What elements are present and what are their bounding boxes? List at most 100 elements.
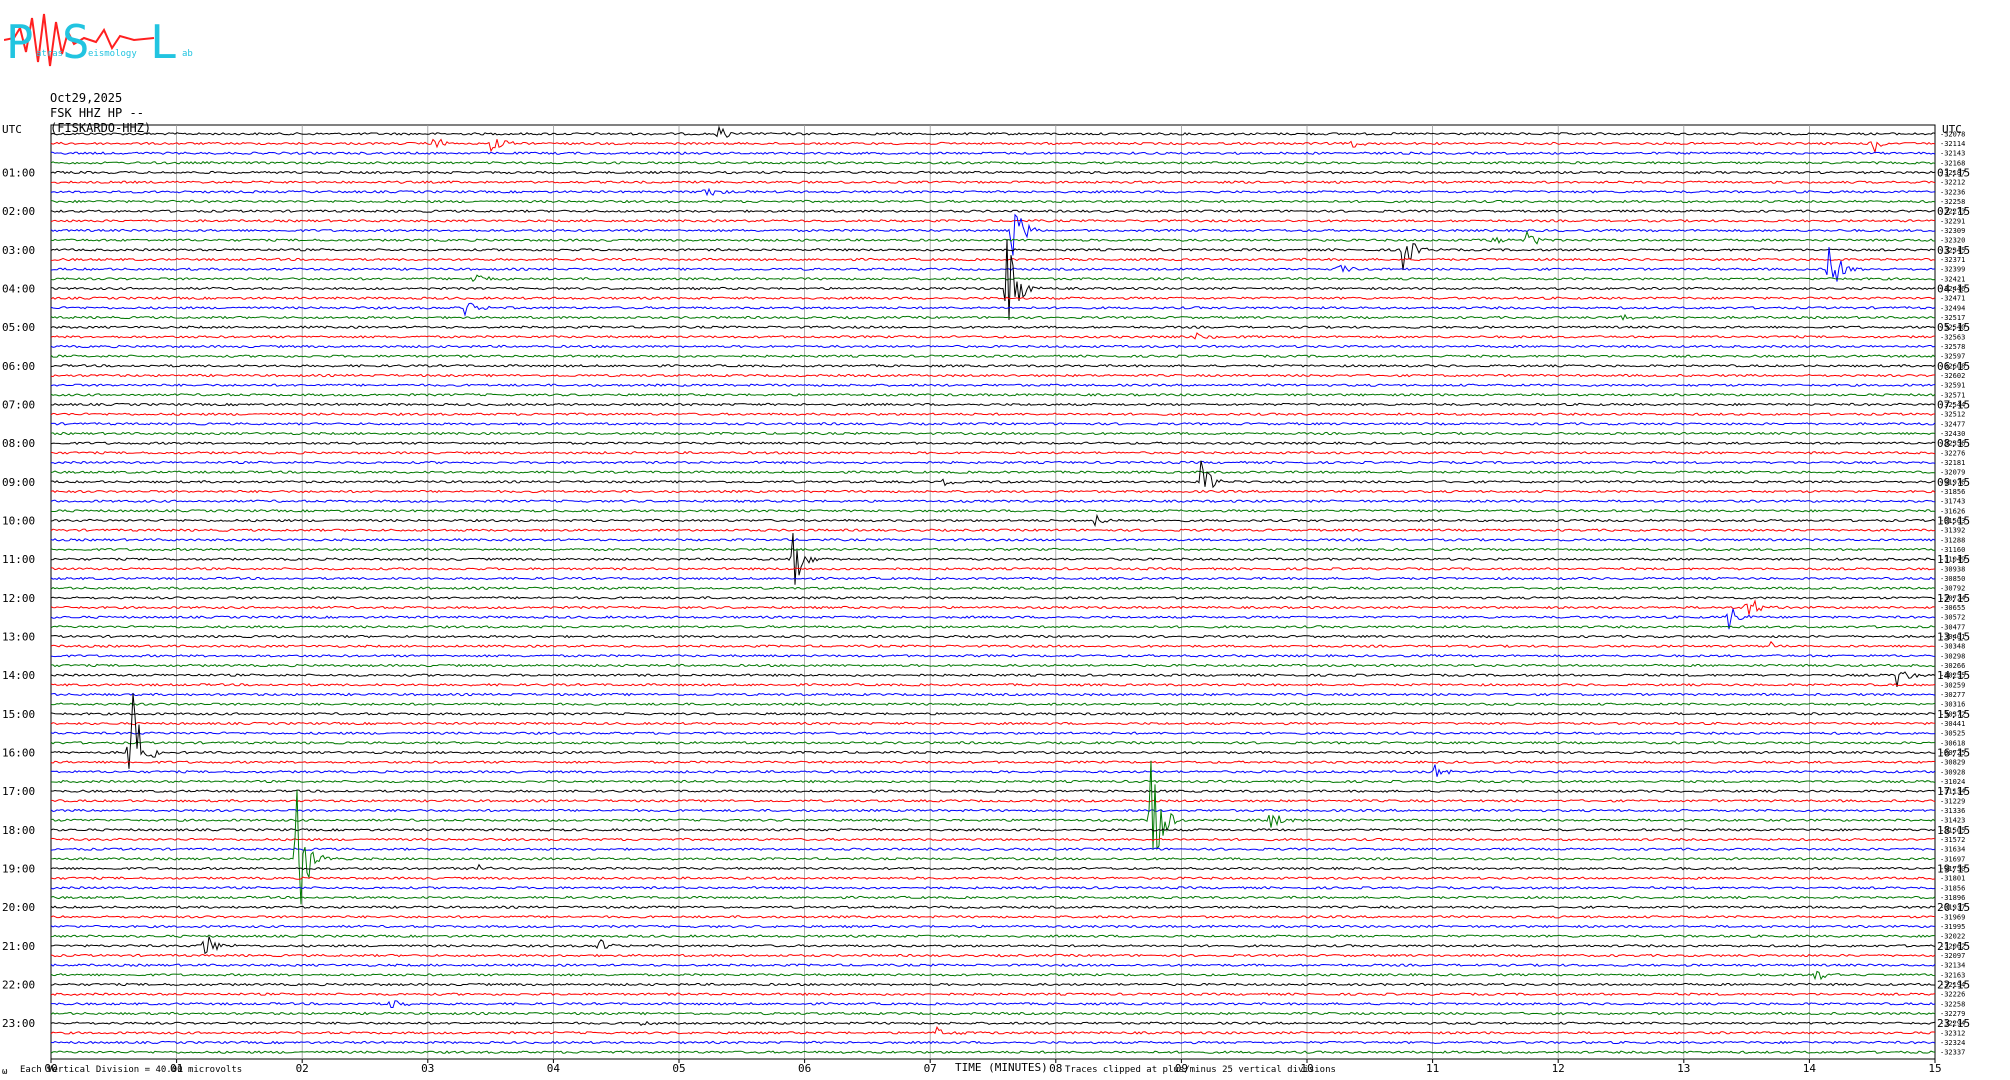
trace-offset-label: -32320 [1940, 237, 1965, 245]
psl-logo: P atras S eismology L ab [4, 13, 193, 69]
trace-offset-label: -32187 [1940, 169, 1965, 177]
seismic-trace-row [50, 760, 1936, 765]
seismic-trace-row [50, 863, 1936, 871]
x-tick-label: 08 [1049, 1062, 1062, 1075]
trace-offset-label: -32544 [1940, 401, 1965, 409]
seismic-trace-row [50, 905, 1936, 910]
seismic-trace-row [50, 199, 1936, 204]
trace-offset-label: -32212 [1940, 179, 1965, 187]
seismic-trace-row [50, 1011, 1936, 1016]
seismic-trace-row [50, 683, 1936, 687]
trace-offset-label: -32337 [1940, 1049, 1965, 1057]
trace-offset-label: -30401 [1940, 633, 1965, 641]
seismic-trace-row [50, 828, 1936, 832]
left-hour-label: 02:00 [2, 205, 35, 218]
logo-letter-p: P [6, 15, 34, 69]
right-hour-label: 15:15 [1937, 708, 1970, 721]
trace-offset-label: -32517 [1940, 314, 1965, 322]
left-hour-label: 03:00 [2, 244, 35, 257]
seismic-trace-row [50, 489, 1936, 494]
x-tick-label: 01 [170, 1062, 183, 1075]
seismic-trace-row [50, 567, 1936, 571]
seismic-trace-row [50, 332, 1936, 340]
trace-offset-label: -30277 [1940, 691, 1965, 699]
left-hour-label: 19:00 [2, 863, 35, 876]
seismic-trace-row [50, 513, 1936, 527]
seismic-trace-row [50, 934, 1936, 938]
left-hour-label: 17:00 [2, 785, 35, 798]
seismic-trace-row [50, 764, 1936, 777]
x-tick-label: 04 [547, 1062, 561, 1075]
trace-offset-label: -31856 [1940, 488, 1965, 496]
trace-offset-label: -32022 [1940, 933, 1965, 941]
right-hour-label: 10:15 [1937, 515, 1970, 528]
x-tick-label: 02 [296, 1062, 309, 1075]
trace-offset-label: -30618 [1940, 739, 1965, 747]
x-axis-title: TIME (MINUTES) [955, 1061, 1048, 1074]
right-hour-label: 23:15 [1937, 1017, 1970, 1030]
trace-offset-label: -31743 [1940, 498, 1965, 506]
trace-offset-label: -31392 [1940, 527, 1965, 535]
logo-letter-l: L [150, 15, 178, 69]
left-hour-label: 04:00 [2, 283, 35, 296]
right-hour-label: 03:15 [1937, 244, 1970, 257]
trace-offset-label: -31856 [1940, 884, 1965, 892]
trace-offset-label: -32345 [1940, 246, 1965, 254]
trace-offset-label: -30525 [1940, 730, 1965, 738]
seismic-trace-row [50, 213, 1936, 256]
seismic-trace-row [50, 876, 1936, 880]
trace-offset-label: -31572 [1940, 836, 1965, 844]
trace-offset-label: -32078 [1940, 130, 1965, 138]
right-hour-label: 22:15 [1937, 979, 1970, 992]
left-hour-label: 14:00 [2, 669, 35, 682]
seismic-trace-row [50, 209, 1936, 214]
seismic-trace-row [51, 1000, 1936, 1008]
trace-offset-label: -32471 [1940, 295, 1965, 303]
seismic-trace-row [50, 712, 1936, 716]
trace-offset-label: -31896 [1940, 894, 1965, 902]
seismic-trace-row [50, 537, 1936, 542]
seismic-trace-row [50, 412, 1936, 416]
trace-offset-label: -31697 [1940, 855, 1965, 863]
right-hour-label: 18:15 [1937, 824, 1970, 837]
seismic-trace-row [50, 741, 1935, 745]
trace-offset-label: -30259 [1940, 681, 1965, 689]
trace-offset-label: -32591 [1940, 382, 1965, 390]
logo-word-2: eismology [88, 49, 137, 59]
seismic-trace-row [50, 460, 1935, 489]
x-tick-label: 13 [1677, 1062, 1690, 1075]
trace-offset-label: -32371 [1940, 256, 1965, 264]
trace-offset-label: -32114 [1940, 140, 1965, 148]
right-hour-label: 04:15 [1937, 283, 1970, 296]
seismic-trace-row [50, 364, 1936, 368]
right-hour-label: 21:15 [1937, 940, 1970, 953]
trace-offset-label: -30850 [1940, 575, 1965, 583]
left-hour-label: 06:00 [2, 360, 35, 373]
seismic-trace-row [50, 624, 1936, 629]
trace-offset-label: -31976 [1940, 478, 1965, 486]
seismic-trace-row [50, 886, 1936, 890]
trace-offset-label: -31024 [1940, 778, 1965, 786]
seismic-trace-row [50, 533, 1936, 585]
trace-offset-label: -32062 [1940, 942, 1965, 950]
trace-offset-label: -31505 [1940, 826, 1965, 834]
channel-label: FSK HHZ HP -- [50, 106, 144, 120]
seismic-trace-row [50, 1050, 1936, 1054]
trace-offset-label: -31229 [1940, 797, 1965, 805]
seismic-trace-row [50, 422, 1936, 426]
trace-offset-label: -32273 [1940, 208, 1965, 216]
trace-offset-label: -30372 [1940, 710, 1965, 718]
seismic-trace-row [50, 257, 1936, 262]
trace-offset-label: -32512 [1940, 411, 1965, 419]
trace-offset-label: -32097 [1940, 952, 1965, 960]
right-hour-label: 20:15 [1937, 901, 1970, 914]
trace-offset-label: -31503 [1940, 517, 1965, 525]
trace-offset-label: -32324 [1940, 1039, 1965, 1047]
seismic-trace-row [50, 125, 1936, 138]
trace-offset-label: -30792 [1940, 585, 1965, 593]
logo-seismogram-icon [4, 13, 155, 67]
logo-letter-s: S [62, 15, 90, 69]
trace-offset-label: -32602 [1940, 372, 1965, 380]
trace-offset-label: -31750 [1940, 865, 1965, 873]
trace-offset-label: -31049 [1940, 556, 1965, 564]
